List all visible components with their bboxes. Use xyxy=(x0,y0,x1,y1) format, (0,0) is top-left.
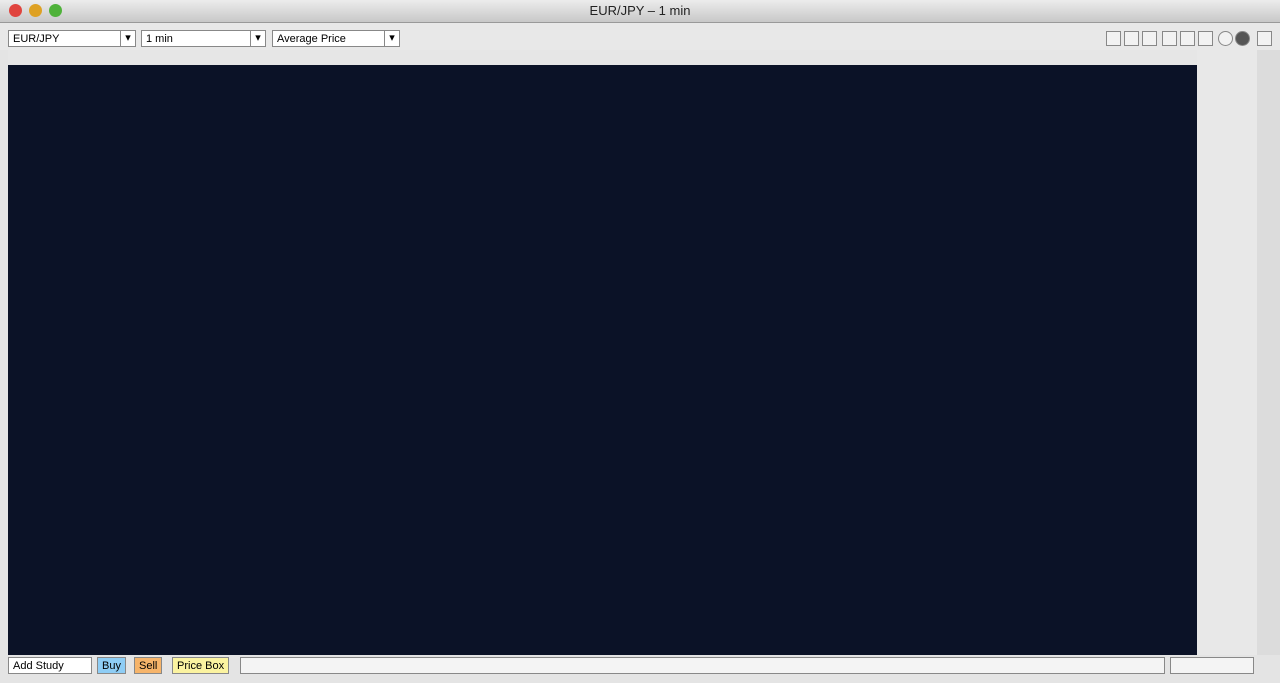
hline-tool[interactable] xyxy=(1124,31,1139,46)
scrollbar[interactable] xyxy=(1257,50,1280,655)
layout-tool[interactable] xyxy=(1198,31,1213,46)
sell-button[interactable]: Sell xyxy=(134,657,163,674)
symbol-dropdown[interactable]: EUR/JPY xyxy=(8,30,136,47)
layout-tool[interactable] xyxy=(1162,31,1177,46)
interval-dropdown[interactable]: 1 min xyxy=(141,30,266,47)
erase-tool[interactable] xyxy=(1142,31,1157,46)
chart xyxy=(8,50,1280,655)
minimize-button[interactable] xyxy=(29,4,42,17)
layout-tool[interactable] xyxy=(1180,31,1195,46)
close-button[interactable] xyxy=(9,4,22,17)
toolbar: EUR/JPY 1 min Average Price xyxy=(0,23,1280,50)
time-axis-bg xyxy=(8,50,1197,65)
buy-button[interactable]: Buy xyxy=(97,657,126,674)
price-type-dropdown[interactable]: Average Price xyxy=(272,30,400,47)
title-bar: EUR/JPY – 1 min xyxy=(0,0,1280,23)
toggle[interactable] xyxy=(1218,31,1233,46)
draw-line-tool[interactable] xyxy=(1106,31,1121,46)
bottom-bar: Add Study Buy Sell Price Box xyxy=(0,655,1280,683)
price-axis-bg xyxy=(1197,50,1257,655)
add-study-button[interactable]: Add Study xyxy=(8,657,92,674)
time-scrollbar[interactable] xyxy=(240,657,1165,674)
zoom-button[interactable] xyxy=(49,4,62,17)
price-box-button[interactable]: Price Box xyxy=(172,657,230,674)
plot-area xyxy=(8,65,1197,655)
window-title: EUR/JPY – 1 min xyxy=(589,3,691,18)
zoom-slider[interactable] xyxy=(1170,657,1254,674)
toggle[interactable] xyxy=(1235,31,1250,46)
detach[interactable] xyxy=(1257,31,1272,46)
